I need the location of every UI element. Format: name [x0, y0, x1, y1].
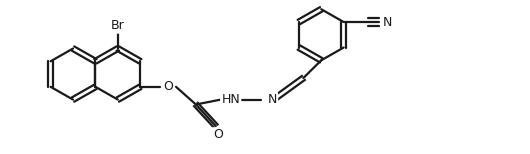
Text: N: N: [268, 93, 277, 106]
Text: N: N: [383, 16, 392, 28]
Text: O: O: [163, 80, 173, 93]
Text: HN: HN: [222, 93, 240, 106]
Text: O: O: [213, 128, 223, 141]
Text: Br: Br: [111, 19, 125, 32]
